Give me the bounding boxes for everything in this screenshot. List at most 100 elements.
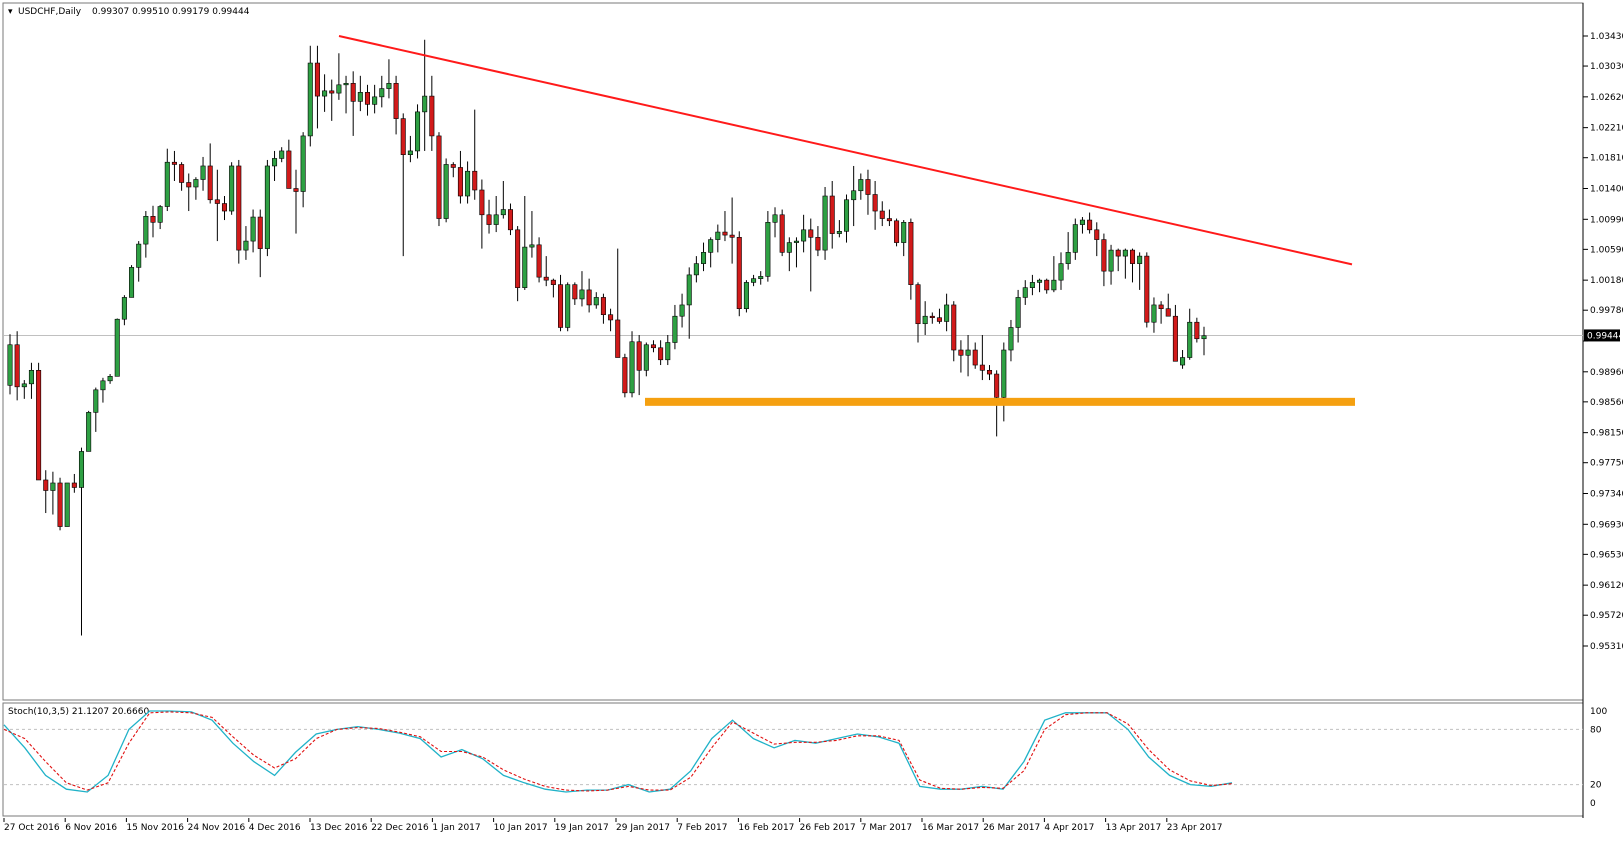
bear-candle: [994, 373, 1000, 398]
time-tick-label: 24 Nov 2016: [188, 823, 246, 833]
bear-candle: [636, 341, 642, 371]
time-tick-label: 4 Dec 2016: [249, 823, 301, 833]
bull-candle: [300, 135, 306, 192]
time-tick-label: 19 Jan 2017: [555, 823, 609, 833]
bull-candle: [708, 239, 714, 253]
time-tick-label: 27 Oct 2016: [4, 823, 60, 833]
bull-candle: [772, 214, 778, 223]
bear-candle: [1087, 219, 1093, 231]
bull-candle: [965, 349, 971, 356]
bull-candle: [121, 297, 127, 320]
bear-candle: [150, 215, 156, 223]
bull-candle: [1015, 297, 1021, 328]
time-tick-label: 23 Apr 2017: [1167, 823, 1223, 833]
bull-candle: [1137, 255, 1143, 264]
price-tick-label: 1.01400: [1590, 185, 1623, 195]
bull-candle: [379, 88, 385, 98]
stoch-indicator-label: Stoch(10,3,5) 21.1207 20.6660: [8, 707, 149, 717]
bull-candle: [129, 267, 135, 298]
bear-candle: [236, 165, 242, 251]
price-tick-label: 1.01810: [1590, 154, 1623, 164]
bear-candle: [14, 344, 20, 388]
time-tick-label: 7 Feb 2017: [677, 823, 727, 833]
support-zone[interactable]: [645, 397, 1355, 406]
bear-candle: [486, 214, 492, 225]
bull-candle: [1201, 335, 1207, 340]
time-tick-label: 13 Apr 2017: [1106, 823, 1162, 833]
bear-candle: [543, 276, 549, 281]
bull-candle: [264, 165, 270, 249]
bear-candle: [472, 170, 478, 191]
bear-candle: [572, 284, 578, 300]
bull-candle: [1079, 219, 1085, 225]
bull-candle: [1058, 263, 1064, 281]
bull-candle: [765, 222, 771, 277]
bear-candle: [600, 297, 606, 316]
bull-candle: [743, 282, 749, 309]
bull-candle: [1108, 249, 1114, 272]
bear-candle: [808, 229, 814, 238]
bear-candle: [536, 244, 542, 278]
current-price-label: 0.99444: [1587, 331, 1623, 341]
bear-candle: [915, 284, 921, 325]
price-tick-label: 1.00990: [1590, 215, 1623, 225]
bear-candle: [650, 344, 656, 349]
time-tick-label: 22 Dec 2016: [371, 823, 429, 833]
time-tick-label: 10 Jan 2017: [494, 823, 548, 833]
bear-candle: [1044, 279, 1050, 291]
time-tick-label: 26 Feb 2017: [800, 823, 856, 833]
bear-candle: [179, 164, 185, 183]
current-price-box: [1584, 329, 1620, 342]
price-tick-label: 1.02620: [1590, 93, 1623, 103]
chart-ohlc-values: 0.99307 0.99510 0.99179 0.99444: [92, 7, 250, 17]
stoch-level-20-label: 20: [1590, 781, 1602, 791]
chart-symbol-arrow-icon[interactable]: ▾: [8, 7, 13, 17]
bear-candle: [1129, 249, 1136, 264]
time-tick-label: 16 Mar 2017: [922, 823, 979, 833]
bull-candle: [164, 161, 170, 207]
bull-candle: [193, 179, 199, 188]
stoch-main-line: [3, 710, 1233, 793]
bull-candle: [500, 209, 506, 216]
bear-candle: [1115, 249, 1121, 257]
stoch-panel-frame: [2, 702, 1584, 817]
bull-candle: [593, 297, 599, 306]
bear-candle: [729, 234, 735, 238]
bull-candle: [565, 284, 571, 328]
bull-candle: [50, 482, 56, 491]
bear-candle: [936, 317, 942, 322]
bull-candle: [443, 164, 449, 219]
bear-candle: [171, 161, 177, 165]
bull-candle: [629, 341, 635, 394]
bull-candle: [1072, 224, 1078, 253]
bear-candle: [986, 369, 993, 375]
bear-candle: [479, 189, 485, 216]
bull-candle: [357, 92, 363, 102]
bull-candle: [243, 240, 249, 251]
bull-candle: [28, 369, 34, 385]
price-tick-label: 1.00590: [1590, 245, 1623, 255]
bull-candle: [465, 170, 471, 197]
bear-candle: [829, 195, 835, 234]
bear-candle: [186, 182, 192, 188]
resistance-trendline[interactable]: [338, 35, 1353, 266]
bull-candle: [493, 214, 499, 225]
bear-candle: [436, 135, 442, 219]
bull-candle: [1008, 327, 1014, 351]
bear-candle: [314, 62, 320, 97]
bull-candle: [407, 150, 413, 155]
bear-candle: [622, 357, 628, 394]
bull-candle: [307, 62, 313, 137]
bear-candle: [450, 164, 456, 168]
bear-candle: [972, 349, 978, 366]
bull-candle: [107, 376, 113, 382]
bull-candle: [1022, 287, 1028, 298]
